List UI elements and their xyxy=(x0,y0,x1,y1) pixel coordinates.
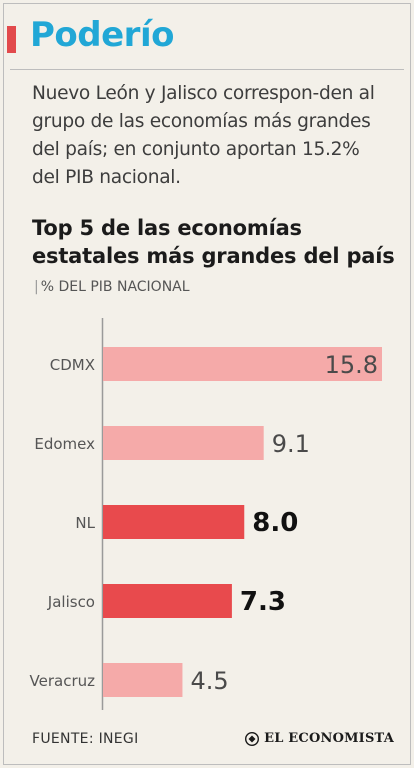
bar-veracruz xyxy=(103,663,183,697)
category-label-jalisco: Jalisco xyxy=(47,593,95,611)
value-label-cdmx: 15.8 xyxy=(325,351,378,379)
header-divider xyxy=(10,69,404,70)
headline: Poderío xyxy=(30,15,174,55)
bar-edomex xyxy=(103,426,264,460)
chart-title: Top 5 de las economías estatales más gra… xyxy=(32,216,395,268)
chart-title-block: Top 5 de las economías estatales más gra… xyxy=(32,214,404,301)
category-label-veracruz: Veracruz xyxy=(30,672,96,690)
chart-subtitle-wrap: |% DEL PIB NACIONAL xyxy=(32,279,190,295)
infographic-frame xyxy=(3,3,411,765)
value-label-nl: 8.0 xyxy=(252,508,298,538)
bar-jalisco xyxy=(103,584,232,618)
lede-text: Nuevo León y Jalisco correspon-den al gr… xyxy=(32,83,375,188)
brand-icon xyxy=(245,731,260,746)
brand-logo: EL ECONOMISTA xyxy=(245,731,394,746)
value-label-jalisco: 7.3 xyxy=(240,587,286,617)
bar-chart: CDMX 15.8 Edomex 9.1 NL 8.0 Jalisco 7.3 Veracruz… xyxy=(30,318,382,710)
brand-name: EL ECONOMISTA xyxy=(264,731,394,746)
value-label-edomex: 9.1 xyxy=(272,430,310,458)
bar-cdmx xyxy=(103,347,382,381)
value-label-veracruz: 4.5 xyxy=(190,667,228,695)
category-label-nl: NL xyxy=(75,514,95,532)
title-separator: | xyxy=(34,279,39,295)
source-note: FUENTE: INEGI xyxy=(32,731,139,747)
chart-subtitle: % DEL PIB NACIONAL xyxy=(40,279,190,295)
category-label-cdmx: CDMX xyxy=(50,356,95,374)
accent-bar xyxy=(7,26,16,53)
category-label-edomex: Edomex xyxy=(34,435,95,453)
bar-nl xyxy=(103,505,245,539)
